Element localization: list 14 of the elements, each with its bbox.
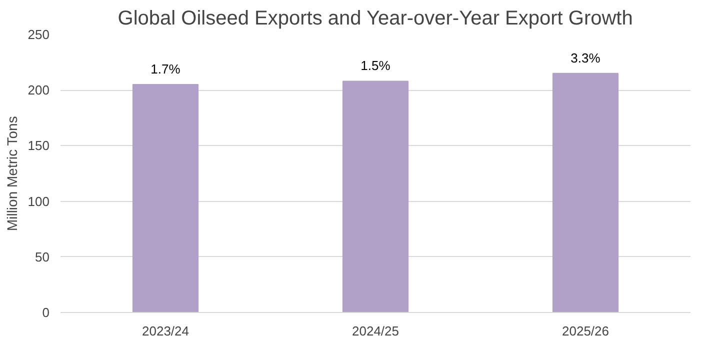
y-tick-label: 50: [35, 249, 50, 264]
y-tick-label: 200: [28, 82, 50, 98]
annotation: 1.7%: [150, 62, 181, 77]
annotation: 1.5%: [360, 58, 391, 74]
y-tick-label: 150: [28, 138, 50, 154]
chart-title: Global Oilseed Exports and Year-over-Year Export Growth: [118, 8, 633, 30]
y-axis-title: Million Metric Tons: [4, 116, 20, 232]
x-tick-label: 2024/25: [352, 324, 400, 338]
y-tick-label: 100: [28, 194, 50, 209]
annotation: 3.3%: [570, 50, 601, 66]
y-tick-label: 0: [42, 305, 50, 320]
y-tick-label: 250: [28, 27, 50, 42]
x-tick-label: 2023/24: [142, 324, 190, 338]
x-tick-label: 2025/26: [562, 324, 610, 338]
